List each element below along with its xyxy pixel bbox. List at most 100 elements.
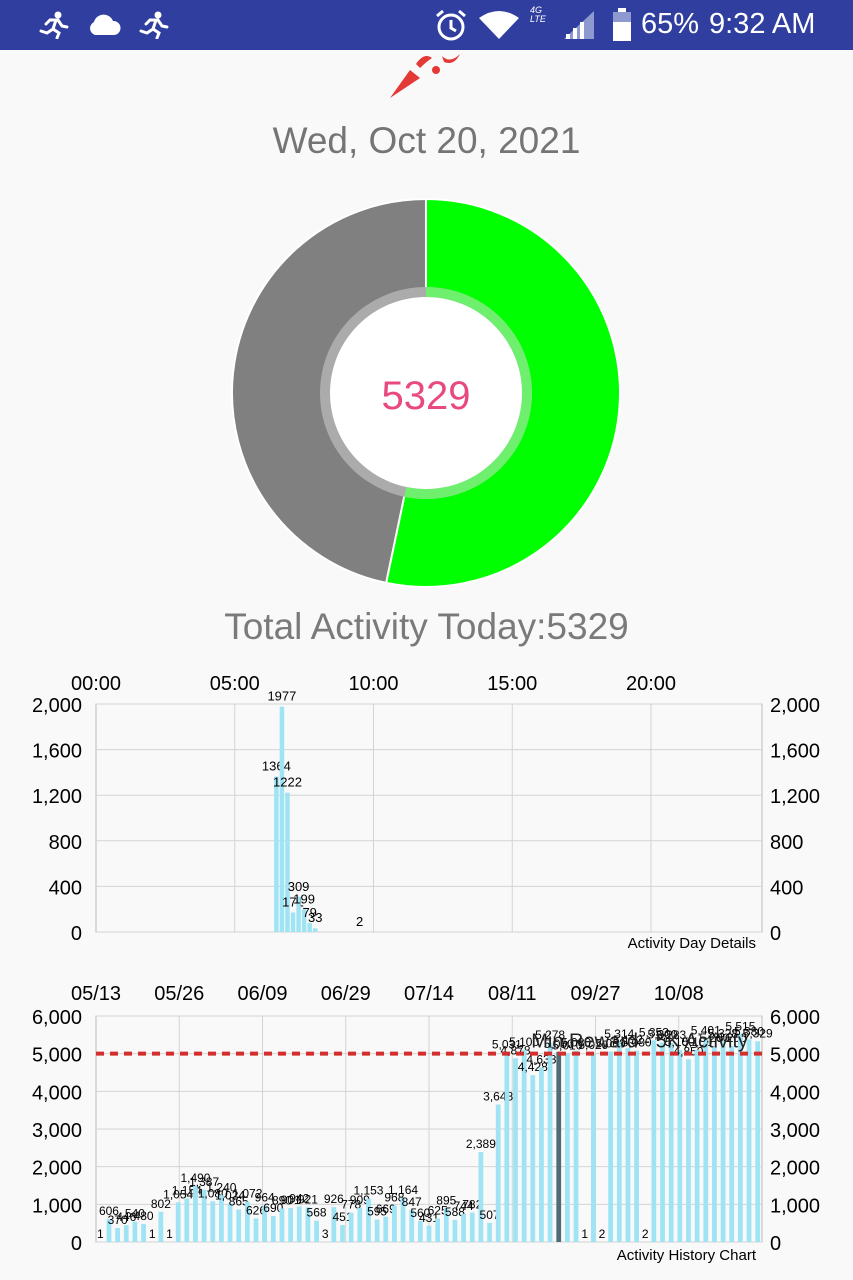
history-bar-value-label: 1,240 xyxy=(206,1180,236,1194)
day-bar xyxy=(307,922,312,932)
history-bar-value-label: 5,010 xyxy=(552,1038,582,1052)
history-bar xyxy=(374,1219,380,1242)
y-tick-label-left: 0 xyxy=(71,923,82,945)
signal-icon xyxy=(564,11,594,39)
history-bar-value-label: 595 xyxy=(367,1205,387,1219)
x-tick-label: 15:00 xyxy=(487,673,537,695)
history-bar xyxy=(547,1043,553,1242)
running-icon xyxy=(139,11,169,39)
x-tick-label: 06/09 xyxy=(237,983,287,1005)
alarm-icon xyxy=(436,9,466,41)
history-bar-value-label: 1 xyxy=(581,1227,588,1241)
history-bar-value-label: 5,283 xyxy=(656,1028,686,1042)
history-bar-value-label: 909 xyxy=(350,1193,370,1207)
y-tick-label-right: 0 xyxy=(770,923,781,945)
network-type: 4G LTE xyxy=(530,5,546,24)
history-bar-value-label: 626 xyxy=(246,1203,266,1217)
history-bar-value-label: 5,380 xyxy=(734,1024,764,1038)
history-bar xyxy=(106,1219,112,1242)
day-bar xyxy=(274,776,279,932)
history-bar xyxy=(193,1185,198,1242)
history-bar-value-label: 968 xyxy=(384,1191,404,1205)
day-bar-value-label: 199 xyxy=(293,891,315,906)
day-bar xyxy=(290,912,296,932)
history-bar xyxy=(253,1218,259,1242)
history-bar xyxy=(219,1195,224,1242)
history-bar-value-label: 5,278 xyxy=(535,1028,565,1042)
history-bar-value-label: 5,100 xyxy=(665,1035,695,1049)
history-bar-value-label: 5,020 xyxy=(578,1038,608,1052)
x-tick-label: 20:00 xyxy=(626,673,676,695)
history-bar xyxy=(487,1222,492,1242)
day-bar-value-label: 309 xyxy=(288,879,310,894)
history-bar xyxy=(461,1213,466,1242)
history-bar-value-label: 778 xyxy=(341,1198,361,1212)
history-bar xyxy=(383,1216,389,1242)
history-bar-value-label: 588 xyxy=(445,1205,465,1219)
x-tick-label: 10:00 xyxy=(348,673,398,695)
y-tick-label-right: 5,000 xyxy=(770,1045,820,1067)
history-bar xyxy=(262,1205,268,1242)
y-tick-label-left: 5,000 xyxy=(32,1045,82,1067)
history-bar xyxy=(686,1059,691,1242)
history-bar xyxy=(668,1043,674,1242)
history-bar-value-label: 1,024 xyxy=(215,1188,245,1202)
chart-description: Activity History Chart xyxy=(617,1247,757,1264)
history-bar-value-label: 964 xyxy=(255,1191,275,1205)
history-bar-value-label: 446 xyxy=(116,1210,136,1224)
x-tick-label: 05/26 xyxy=(154,983,204,1005)
history-bar xyxy=(660,1042,665,1242)
day-bar-value-label: 1222 xyxy=(273,775,302,790)
history-bar-value-label: 5,314 xyxy=(604,1027,634,1041)
activity-gauge: 5329 xyxy=(231,197,621,588)
y-tick-label-right: 3,000 xyxy=(770,1120,820,1142)
history-bar-value-label: 5,100 xyxy=(509,1035,539,1049)
history-bar-value-label: 2 xyxy=(599,1227,606,1241)
history-bar xyxy=(409,1210,415,1242)
history-bar xyxy=(539,1067,544,1242)
x-tick-label: 08/11 xyxy=(488,983,537,1005)
history-bar-value-label: 1,072 xyxy=(232,1187,262,1201)
battery-icon xyxy=(613,8,631,41)
history-bar-value-label: 921 xyxy=(298,1192,318,1206)
history-bar xyxy=(296,1206,302,1242)
history-bar-value-label: 625 xyxy=(428,1203,448,1217)
history-bar xyxy=(314,1220,319,1242)
y-tick-label-left: 1,200 xyxy=(32,786,82,808)
history-bar-value-label: 895 xyxy=(436,1193,456,1207)
history-bar xyxy=(521,1049,527,1242)
history-bar xyxy=(175,1202,181,1242)
y-tick-label-left: 4,000 xyxy=(32,1082,82,1104)
day-bar-value-label: 2 xyxy=(356,914,363,929)
x-tick-label: 10/08 xyxy=(654,983,704,1005)
x-tick-label: 05:00 xyxy=(210,673,260,695)
history-bar-value-label: 1 xyxy=(149,1227,156,1241)
history-bar-value-label: 5,515 xyxy=(725,1019,755,1033)
y-tick-label-right: 2,000 xyxy=(770,1158,820,1180)
chart-frame xyxy=(95,703,763,933)
history-bar xyxy=(158,1211,164,1242)
history-bar xyxy=(417,1220,423,1242)
y-tick-label-left: 1,000 xyxy=(32,1195,82,1217)
history-bar xyxy=(755,1041,761,1242)
history-bar-value-label: 802 xyxy=(151,1197,171,1211)
history-bar-value-label: 1 xyxy=(97,1227,104,1241)
status-bar: 4G LTE 65% 9:32 AM xyxy=(0,0,853,50)
history-bar-value-label: 431 xyxy=(419,1211,439,1225)
history-bar-value-label: 669 xyxy=(376,1202,396,1216)
history-bar-value-label: 451 xyxy=(332,1210,352,1224)
history-bar-value-label: 744 xyxy=(454,1199,474,1213)
y-tick-label-right: 6,000 xyxy=(770,1007,820,1029)
y-tick-label-left: 6,000 xyxy=(32,1007,82,1029)
x-tick-label: 06/29 xyxy=(321,983,371,1005)
history-bar xyxy=(634,1050,639,1242)
history-bar-value-label: 901 xyxy=(281,1193,301,1207)
history-bar xyxy=(305,1207,311,1242)
history-bar xyxy=(184,1198,190,1242)
chart-description: Activity Day Details xyxy=(628,935,756,952)
day-bar-value-label: 79 xyxy=(302,905,316,920)
history-bar xyxy=(279,1208,285,1242)
activity-day-chart: 0 0 400 400 800 800 1,200 1,200 1,600 1,600 2,000 2… xyxy=(32,673,820,952)
history-bar-value-label: 1,387 xyxy=(189,1175,219,1189)
y-tick-label-right: 1,600 xyxy=(770,741,820,763)
